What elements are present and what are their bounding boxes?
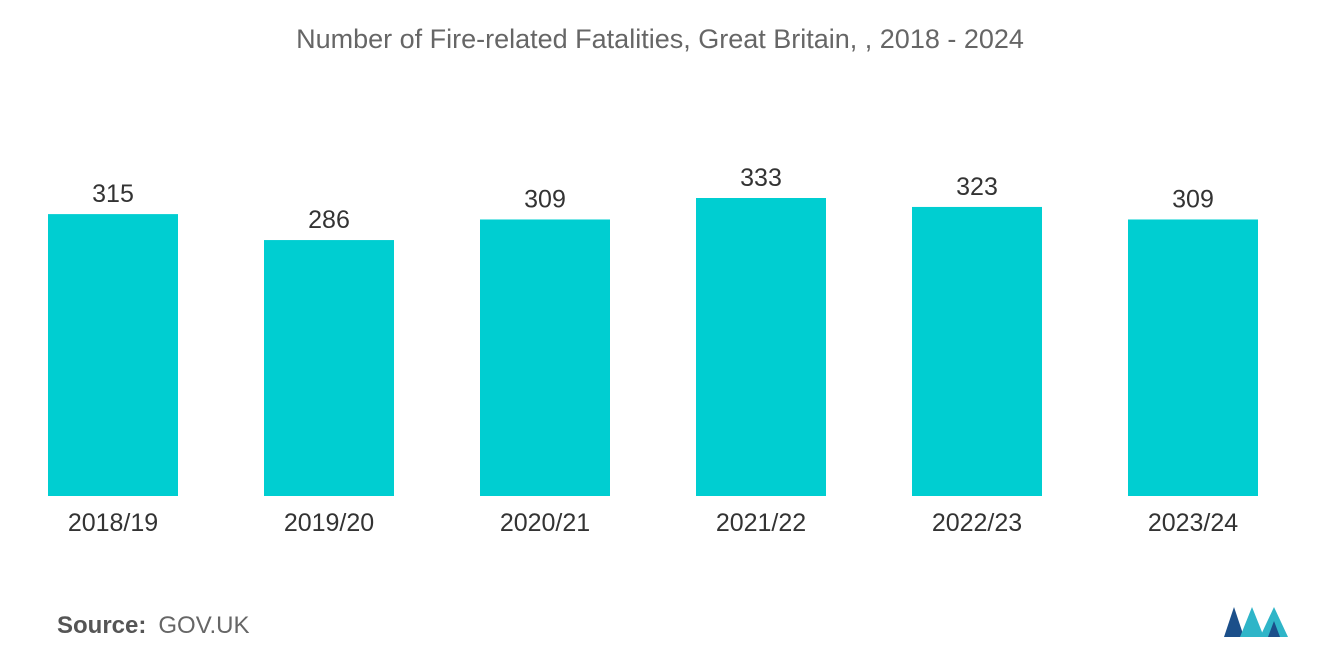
category-label-2022-23: 2022/23 <box>932 509 1022 537</box>
category-label-2018-19: 2018/19 <box>68 509 158 537</box>
value-label-2022-23: 323 <box>956 173 998 201</box>
chart-title: Number of Fire-related Fatalities, Great… <box>296 24 1024 54</box>
bar-2019-20 <box>264 240 394 496</box>
bar-chart: 315 286 309 333 323 309 2018/19 2019/20 2020/21… <box>48 164 1258 537</box>
value-labels-group: 315 286 309 333 323 309 <box>92 164 1214 234</box>
bar-2020-21 <box>480 219 610 496</box>
source-label: Source: <box>57 612 147 639</box>
value-label-2020-21: 309 <box>524 185 566 213</box>
value-label-2021-22: 333 <box>740 164 782 192</box>
logo-shape-mid <box>1240 607 1264 637</box>
logo-shape-accent <box>1268 621 1280 637</box>
category-label-2021-22: 2021/22 <box>716 509 806 537</box>
bars-group <box>48 198 1258 497</box>
logo-shape-left <box>1224 607 1244 637</box>
source-value: GOV.UK <box>158 612 250 639</box>
category-label-2020-21: 2020/21 <box>500 509 590 537</box>
bar-2021-22 <box>696 198 826 496</box>
category-labels-group: 2018/19 2019/20 2020/21 2021/22 2022/23 2023/… <box>68 509 1238 537</box>
bar-2018-19 <box>48 214 178 497</box>
source-note: Source: GOV.UK <box>57 612 250 640</box>
value-label-2019-20: 286 <box>308 206 350 234</box>
bar-2022-23 <box>912 206 1042 496</box>
bar-2023-24 <box>1128 219 1258 496</box>
value-label-2023-24: 309 <box>1172 185 1214 213</box>
category-label-2023-24: 2023/24 <box>1148 509 1238 537</box>
value-label-2018-19: 315 <box>92 180 134 208</box>
category-label-2019-20: 2019/20 <box>284 509 374 537</box>
mordor-intelligence-logo-icon <box>1224 607 1288 637</box>
